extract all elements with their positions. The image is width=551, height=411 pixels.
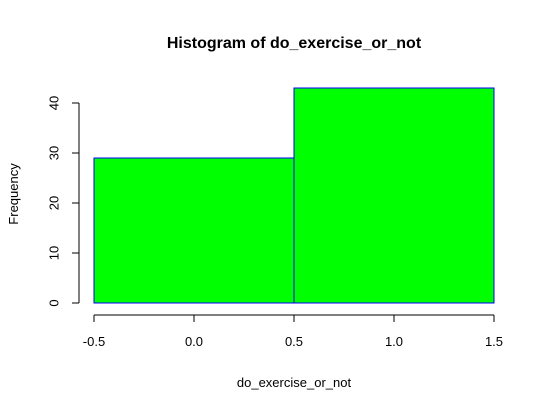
y-tick-label: 0 <box>47 299 62 306</box>
y-axis-label: Frequency <box>6 163 21 225</box>
histogram-bar-1 <box>293 87 495 304</box>
x-axis-label: do_exercise_or_not <box>237 375 352 390</box>
histogram-bar-0 <box>93 157 295 304</box>
bars-group <box>93 87 495 304</box>
chart-title: Histogram of do_exercise_or_not <box>167 35 422 52</box>
x-tick-label: 0.0 <box>185 334 203 349</box>
y-tick-label: 40 <box>47 96 62 110</box>
x-tick-label: -0.5 <box>83 334 105 349</box>
x-tick-label: 0.5 <box>285 334 303 349</box>
x-tick-label: 1.0 <box>385 334 403 349</box>
y-tick-label: 20 <box>47 196 62 210</box>
y-tick-label: 10 <box>47 246 62 260</box>
x-tick-label: 1.5 <box>485 334 503 349</box>
y-axis: 0 10 20 30 40 <box>47 96 80 307</box>
x-axis: -0.5 0.0 0.5 1.0 1.5 <box>83 314 503 349</box>
y-tick-label: 30 <box>47 146 62 160</box>
